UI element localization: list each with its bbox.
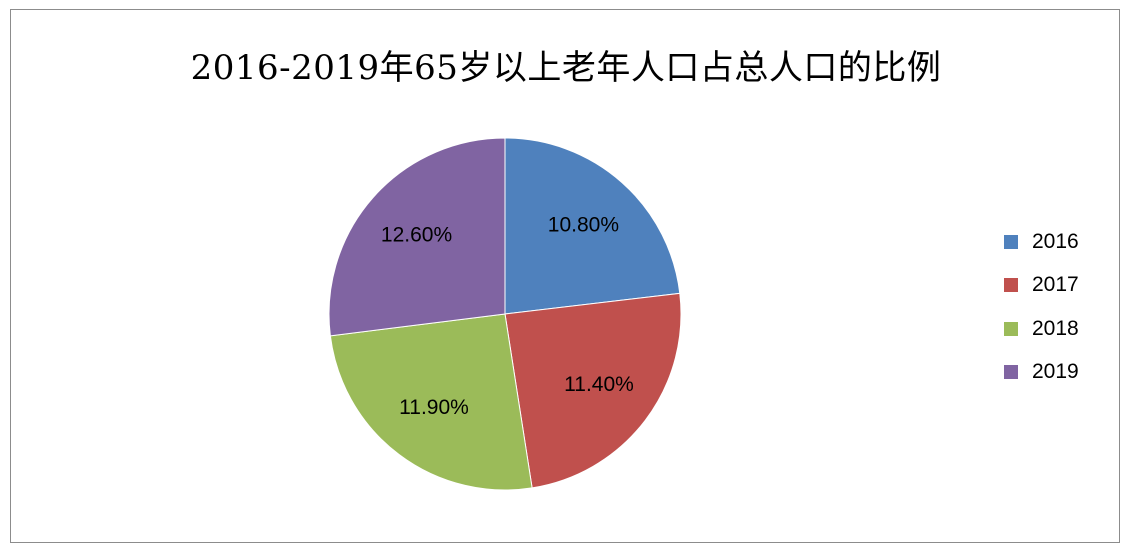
chart-title: 2016-2019年65岁以上老年人口占总人口的比例: [190, 48, 942, 88]
chart-legend: 2016 2017 2018 2019: [1004, 220, 1079, 394]
pie-slice-2017: [504, 292, 682, 489]
pie-slice-2016: [504, 137, 681, 315]
legend-swatch-2019: [1004, 365, 1018, 380]
legend-label-2016: 2016: [1032, 229, 1079, 253]
data-label-2017: 11.40%: [564, 373, 634, 396]
legend-swatch-2018: [1004, 321, 1018, 336]
legend-item-2016: 2016: [1004, 220, 1079, 264]
legend-item-2018: 2018: [1004, 307, 1079, 351]
legend-item-2019: 2019: [1004, 351, 1079, 395]
legend-item-2017: 2017: [1004, 264, 1079, 308]
data-label-2018: 11.90%: [399, 396, 469, 419]
legend-swatch-2017: [1004, 278, 1018, 293]
pie-slice-2018: [329, 313, 533, 491]
legend-label-2017: 2017: [1032, 273, 1079, 297]
legend-label-2019: 2019: [1032, 360, 1079, 384]
data-label-2019: 12.60%: [381, 223, 452, 246]
data-label-2016: 10.80%: [548, 213, 619, 236]
legend-label-2018: 2018: [1032, 316, 1079, 340]
pie-slice-2019: [328, 137, 506, 337]
legend-swatch-2016: [1004, 234, 1018, 249]
